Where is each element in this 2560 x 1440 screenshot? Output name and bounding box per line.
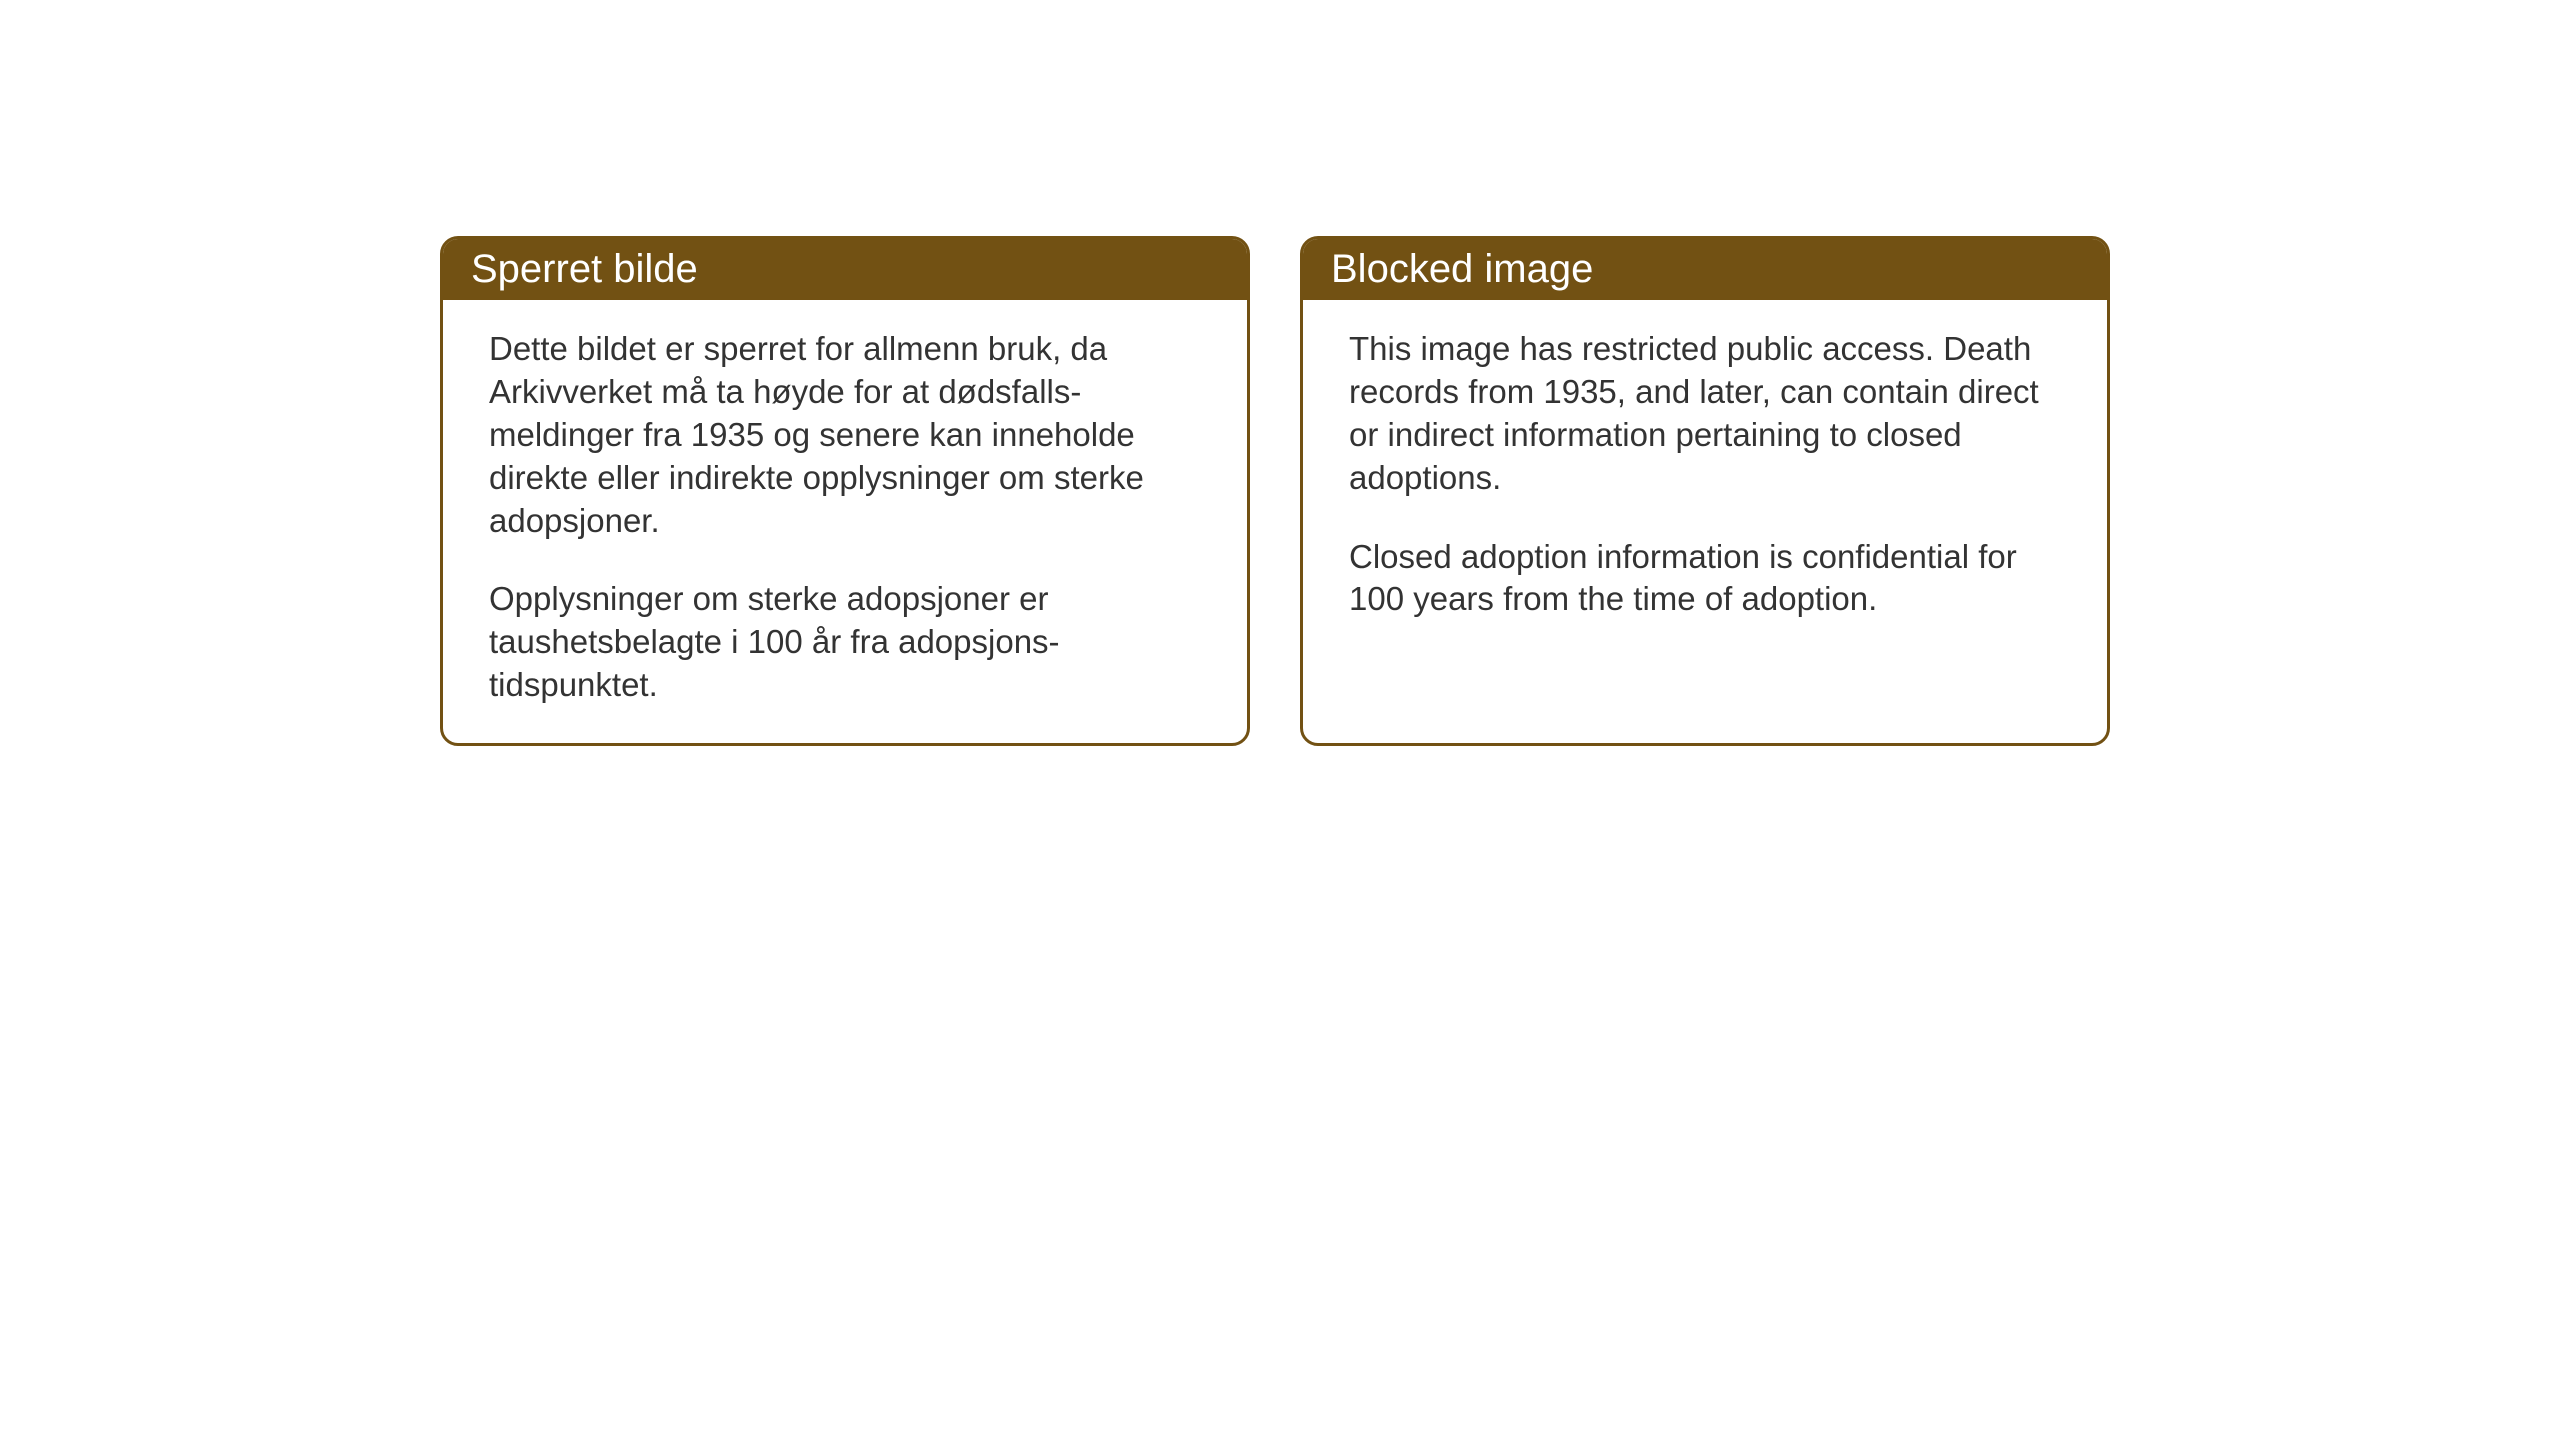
notice-paragraph-1-norwegian: Dette bildet er sperret for allmenn bruk…: [489, 328, 1201, 542]
notice-card-norwegian: Sperret bilde Dette bildet er sperret fo…: [440, 236, 1250, 746]
notice-paragraph-2-norwegian: Opplysninger om sterke adopsjoner er tau…: [489, 578, 1201, 707]
notice-container: Sperret bilde Dette bildet er sperret fo…: [0, 0, 2560, 746]
notice-card-english: Blocked image This image has restricted …: [1300, 236, 2110, 746]
notice-body-english: This image has restricted public access.…: [1303, 300, 2107, 699]
notice-body-norwegian: Dette bildet er sperret for allmenn bruk…: [443, 300, 1247, 743]
notice-header-english: Blocked image: [1303, 239, 2107, 300]
notice-header-norwegian: Sperret bilde: [443, 239, 1247, 300]
notice-paragraph-2-english: Closed adoption information is confident…: [1349, 536, 2061, 622]
notice-paragraph-1-english: This image has restricted public access.…: [1349, 328, 2061, 500]
